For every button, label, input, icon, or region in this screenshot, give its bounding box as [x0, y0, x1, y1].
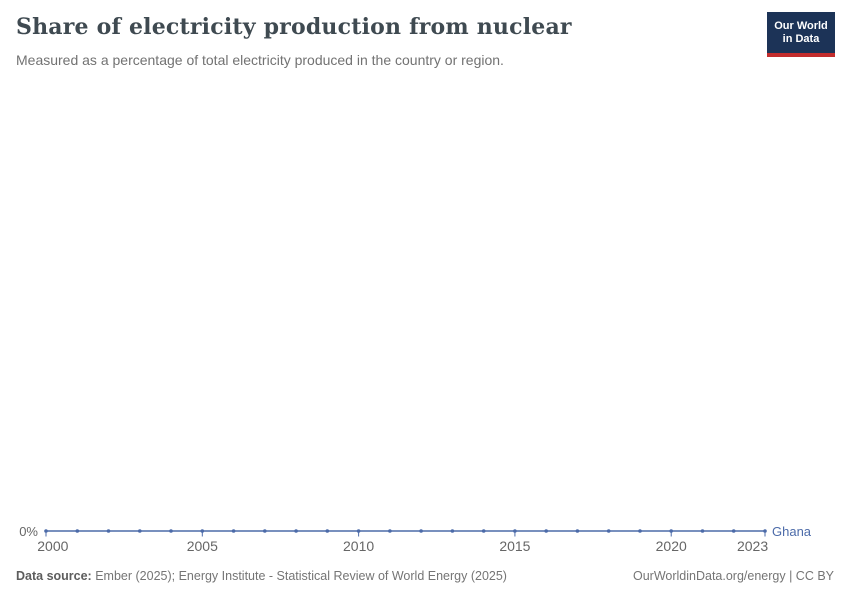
owid-link[interactable]: OurWorldinData.org/energy | CC BY — [632, 569, 834, 583]
data-point-marker — [638, 529, 642, 533]
data-point-marker — [513, 529, 517, 533]
x-tick-label: 2005 — [186, 538, 218, 554]
data-point-marker — [450, 529, 455, 533]
owid-logo-line2: in Data — [782, 33, 820, 45]
series-label-ghana[interactable]: Ghana — [772, 524, 812, 539]
data-point-marker — [263, 529, 267, 533]
data-point-marker — [106, 529, 111, 533]
x-tick-label: 2000 — [37, 538, 69, 554]
data-point-marker — [388, 529, 392, 533]
data-point-marker — [200, 529, 205, 533]
data-point-marker — [544, 529, 548, 533]
owid-logo-line1: Our World — [774, 20, 828, 32]
chart-subtitle: Measured as a percentage of total electr… — [16, 52, 504, 68]
data-point-marker — [669, 529, 673, 533]
data-point-marker — [138, 529, 142, 533]
x-tick-label: 2023 — [736, 538, 769, 554]
x-tick-label: 2015 — [499, 538, 531, 554]
data-source-text: Ember (2025); Energy Institute - Statist… — [91, 569, 507, 583]
data-point-marker — [75, 529, 80, 533]
data-point-marker — [575, 529, 580, 533]
y-axis-zero-label: 0% — [19, 524, 38, 539]
data-point-marker — [763, 529, 767, 533]
data-point-marker — [731, 529, 736, 533]
data-point-marker — [231, 529, 236, 533]
x-tick-label: 2010 — [343, 538, 375, 554]
data-source-label: Data source: — [16, 569, 92, 583]
data-source-note: Data source: Ember (2025); Energy Instit… — [16, 569, 507, 583]
data-point-marker — [294, 529, 298, 533]
x-tick-label: 2020 — [655, 538, 687, 554]
data-point-marker — [419, 529, 423, 533]
data-point-marker — [169, 529, 173, 533]
data-point-marker — [325, 529, 330, 533]
chart-title: Share of electricity production from nuc… — [16, 14, 572, 40]
data-point-marker — [44, 529, 48, 533]
data-point-marker — [481, 529, 486, 533]
owid-logo[interactable]: Our World in Data — [767, 12, 835, 57]
data-point-marker — [700, 529, 705, 533]
data-point-marker — [606, 529, 611, 533]
data-point-marker — [356, 529, 361, 533]
